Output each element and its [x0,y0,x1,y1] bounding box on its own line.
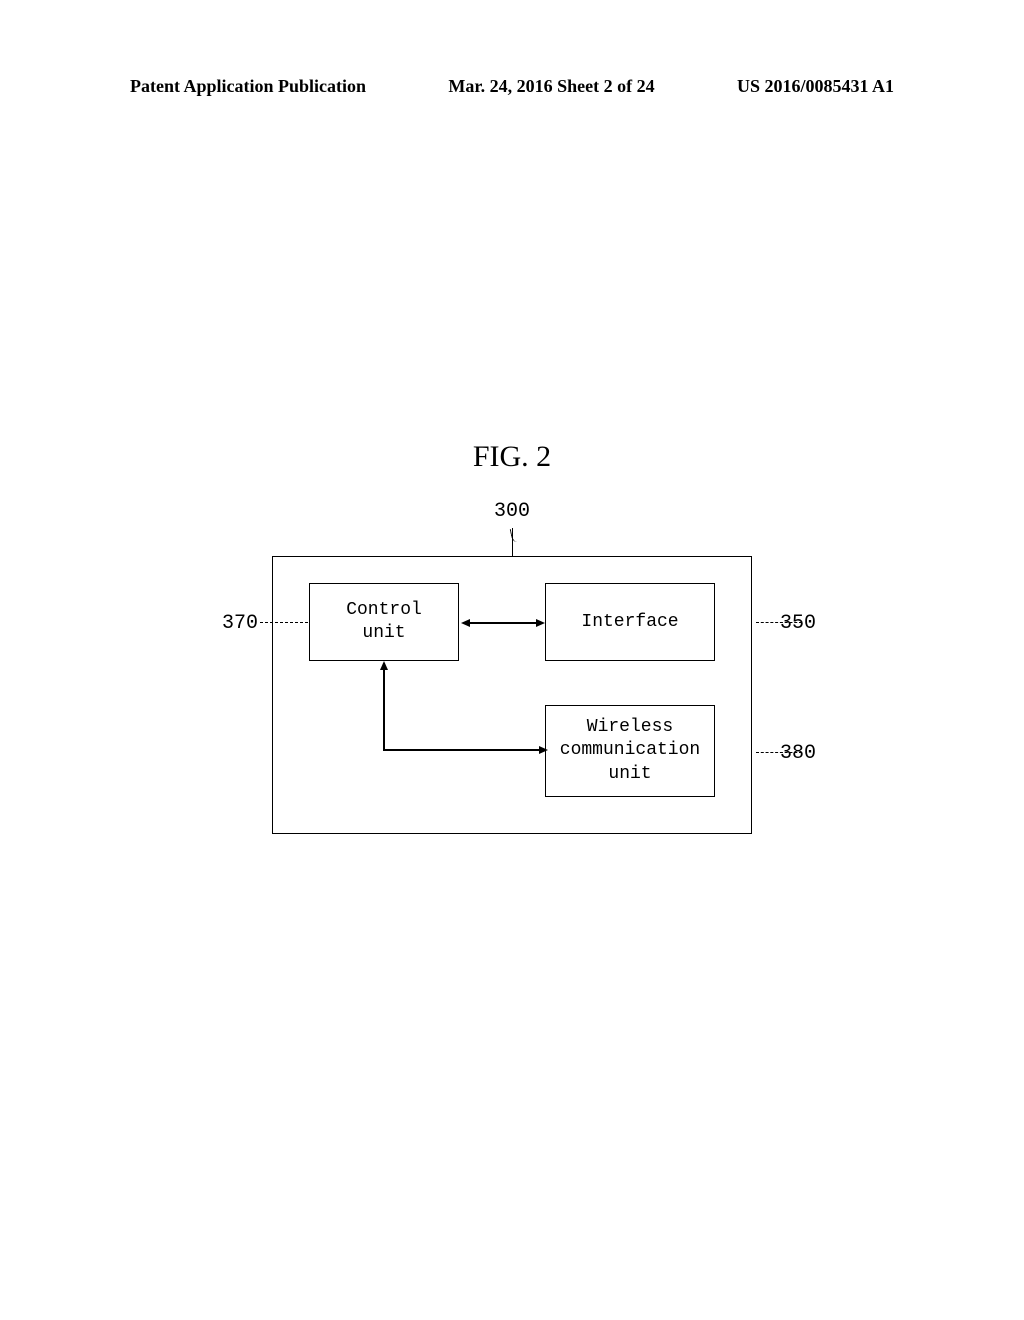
control-unit-block: Controlunit [309,583,459,661]
leader-line-300 [512,528,513,556]
block-diagram: 300 Controlunit Interface Wirelesscommun… [232,500,792,880]
interface-label: Interface [581,612,678,632]
arrow-line [467,622,539,624]
ref-label-370: 370 [222,612,258,635]
header-right: US 2016/0085431 A1 [737,76,894,97]
page-header: Patent Application Publication Mar. 24, … [0,76,1024,97]
arrowhead-right-icon [536,619,545,627]
interface-block: Interface [545,583,715,661]
control-unit-label: Controlunit [346,599,422,646]
wireless-unit-label: Wirelesscommunicationunit [560,716,700,786]
leader-line-380 [756,752,802,753]
header-center: Mar. 24, 2016 Sheet 2 of 24 [448,76,654,97]
ref-label-380: 380 [780,742,816,765]
wireless-unit-block: Wirelesscommunicationunit [545,705,715,797]
leader-line-350 [756,622,802,623]
outer-container-box: Controlunit Interface Wirelesscommunicat… [272,556,752,834]
arrow-horizontal-segment [383,749,541,751]
arrowhead-right-icon [539,746,548,754]
header-left: Patent Application Publication [130,76,366,97]
arrow-vertical-segment [383,663,385,751]
arrow-control-interface [461,619,545,627]
figure-title: FIG. 2 [473,440,551,474]
ref-label-300: 300 [494,500,530,523]
leader-line-370 [260,622,308,623]
ref-label-350: 350 [780,612,816,635]
